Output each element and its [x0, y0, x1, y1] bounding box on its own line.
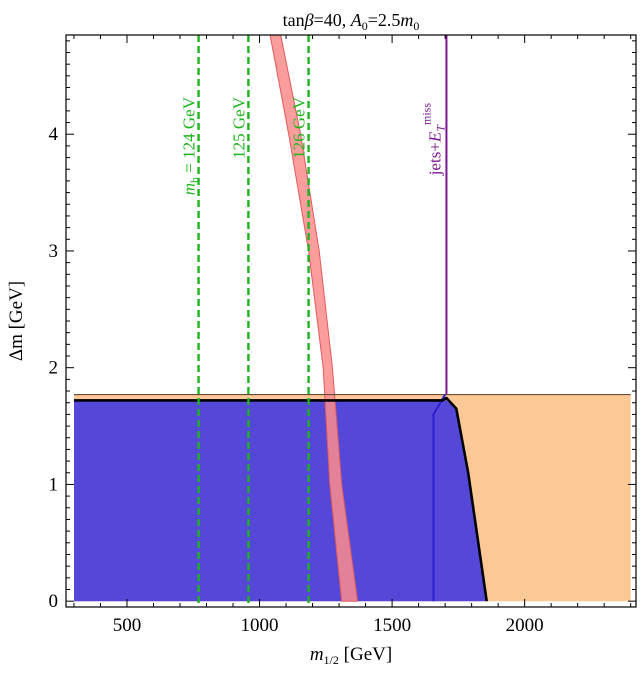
x-tick-label: 1500 [373, 615, 411, 636]
ticks-layer: 500 1000 1500 2000 0 1 2 3 4 [49, 35, 636, 636]
jets-met-label: jets+ETmiss [419, 103, 447, 177]
y-tick-label: 4 [49, 124, 59, 145]
y-tick-label: 0 [49, 591, 59, 612]
higgs-125-label: 125 GeV [229, 96, 248, 159]
blue-region [74, 399, 487, 602]
higgs-126-label: 126 GeV [290, 96, 309, 159]
x-tick-label: 500 [113, 615, 142, 636]
y-tick-label: 1 [49, 474, 59, 495]
x-axis-label: m1/2 [GeV] [310, 644, 392, 667]
regions-layer [74, 34, 631, 602]
x-tick-label: 1000 [241, 615, 279, 636]
chart-title: tanβ=40, A0=2.5m0 [283, 10, 420, 33]
higgs-124-label: mh = 124 GeV [180, 96, 202, 195]
y-tick-label: 3 [49, 241, 59, 262]
y-tick-label: 2 [49, 358, 59, 379]
black-boundary [74, 396, 488, 602]
lines-layer [73, 35, 631, 607]
x-tick-label: 2000 [506, 615, 544, 636]
y-axis-label: Δm [GeV] [6, 281, 27, 361]
